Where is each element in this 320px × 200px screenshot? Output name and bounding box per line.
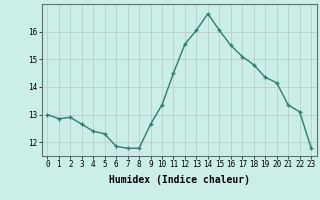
- X-axis label: Humidex (Indice chaleur): Humidex (Indice chaleur): [109, 175, 250, 185]
